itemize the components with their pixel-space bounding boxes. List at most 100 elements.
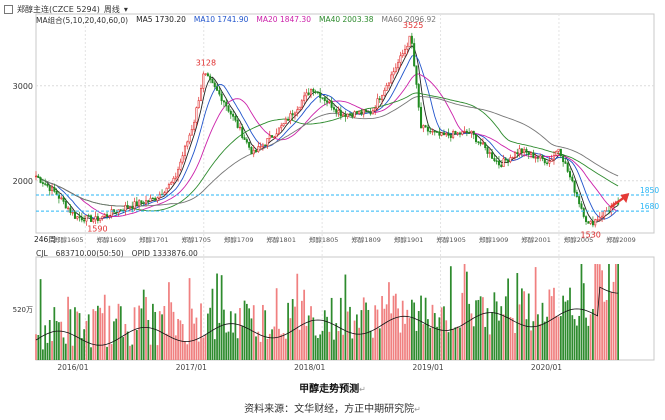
volume-bar [195,317,198,360]
volume-bar [408,318,411,360]
volume-bar [264,310,267,360]
contract-label: 郑醇1801 [266,235,296,244]
candle-body [596,219,599,221]
candle-body [401,53,404,57]
volume-bar [543,321,546,360]
candle-body [445,132,448,136]
candle-body [406,46,409,50]
candle-body [456,132,459,135]
candle-body [128,206,131,208]
date-label: 2019/01 [413,363,444,372]
candle-body [177,169,180,178]
volume-bar [113,321,115,360]
ma-legend: MA组合(5,10,20,40,60,0) MA5 1730.20 MA10 174… [36,15,436,26]
chart-toolbar: 郑醇主连(CZCE 5294) 周线 ▾ [4,2,128,16]
candle-body [573,180,576,193]
volume-bar [234,313,237,360]
volume-bar [314,335,317,360]
open-interest-line [35,286,619,346]
volume-bar [156,345,159,360]
candle-body [403,48,407,54]
candle-body [234,116,237,121]
candle-body [415,65,418,85]
candle-body [475,134,478,143]
candle-body [131,206,134,209]
volume-bar [296,273,299,360]
contract-label: 郑醇1809 [351,235,381,244]
candle-body [144,200,148,204]
candle-body [190,129,193,136]
candle-body [48,185,51,192]
candle-body [552,155,555,160]
volume-bar [372,337,374,360]
volume-bar [291,299,294,360]
candle-body [534,157,537,159]
candle-body [78,216,81,218]
candle-body [362,109,365,115]
volume-bar [537,314,539,360]
contract-label: 郑醇2001 [521,235,551,244]
volume-bar [488,334,491,360]
candle-body [232,113,235,117]
candle-body [124,205,127,211]
candle-body [229,110,232,115]
volume-bar [367,309,370,360]
volume-bar [152,303,154,360]
candle-body [186,141,189,147]
candle-body [167,184,170,189]
volume-bar [353,320,356,360]
volume-bar [470,313,473,360]
candle-body [259,146,262,148]
candle-body [85,215,88,222]
volume-bar [530,330,532,360]
volume-bar [92,309,95,360]
ma-legend-item-5: MA60 2096.92 [381,15,437,24]
candle-body [449,135,452,138]
contract-label: 郑醇1901 [394,235,424,244]
contract-title[interactable]: 郑醇主连(CZCE 5294) [17,4,100,14]
ma60-line [35,96,619,207]
candle-body [497,160,500,166]
volume-bar [83,329,85,360]
volume-bar [440,307,443,360]
contract-menu-icon[interactable] [4,4,13,14]
volume-bar [445,320,448,360]
volume-bar [51,341,53,360]
candle-body [282,123,285,127]
volume-bar [328,331,331,360]
candle-body [119,209,122,211]
candle-body [342,114,345,117]
candle-body [550,159,553,162]
volume-bar [479,296,482,360]
volume-bar [149,344,152,360]
volume-bar [555,315,558,360]
volume-bar [587,325,590,360]
candle-body [310,88,313,95]
volume-bar [227,331,230,360]
candle-body [431,130,434,133]
volume-bar [287,302,289,360]
volume-bar [465,271,468,360]
volume-bar [44,325,47,360]
candle-body [351,113,354,118]
volume-bar [562,295,564,360]
volume-bar [211,288,214,360]
volume-bar [229,311,232,360]
volume-bar [236,338,239,360]
candle-body [408,35,411,47]
ma-legend-item-0: MA组合(5,10,20,40,60,0) [36,16,129,25]
candle-body [328,100,331,103]
volume-bar [369,330,372,360]
volume-bar [569,287,571,360]
candle-body [360,111,363,115]
period-selector[interactable]: 周线 [103,4,120,14]
volume-bar [392,295,395,360]
candle-body [332,107,335,110]
chevron-down-icon[interactable]: ▾ [123,4,128,14]
volume-bar [207,313,209,360]
volume-bar [482,297,484,360]
candle-body [34,175,38,178]
volume-bar [80,338,83,360]
volume-bar [431,304,434,360]
candle-body [371,110,374,115]
